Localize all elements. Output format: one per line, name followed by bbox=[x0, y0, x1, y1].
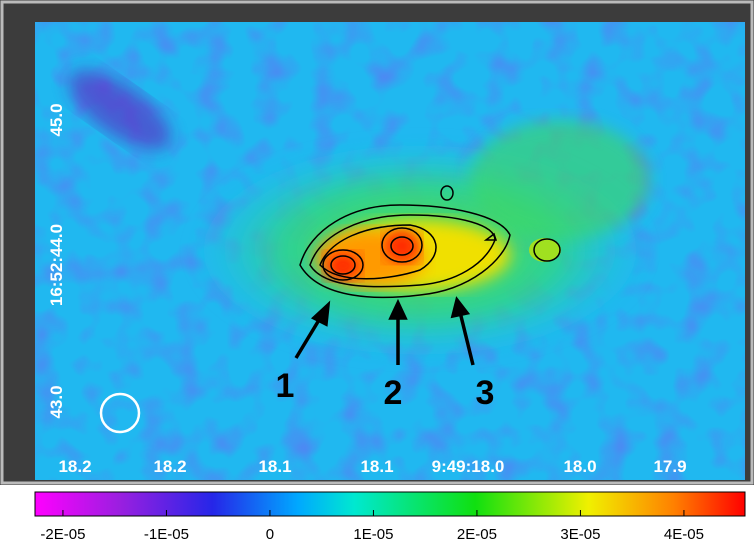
source-label: 1 bbox=[276, 367, 295, 405]
x-axis-label: 17.9 bbox=[653, 457, 686, 476]
colorbar-tick-label: 0 bbox=[266, 526, 274, 543]
y-axis-label: 45.0 bbox=[47, 103, 66, 136]
source-label: 2 bbox=[384, 374, 403, 412]
y-axis-label: 43.0 bbox=[47, 385, 66, 418]
figure: 45.0 16:52:44.0 43.0 18.2 18.2 18.1 18.1 9:49:1… bbox=[0, 0, 754, 557]
x-axis-label: 18.0 bbox=[563, 457, 596, 476]
colorbar-tick-label: 4E-05 bbox=[664, 526, 704, 543]
x-axis-label: 18.1 bbox=[258, 457, 291, 476]
colorbar bbox=[35, 492, 745, 516]
x-axis-label: 18.1 bbox=[360, 457, 393, 476]
colorbar-tick-label: -1E-05 bbox=[144, 526, 189, 543]
colorbar-tick-label: 3E-05 bbox=[560, 526, 600, 543]
x-axis-label: 18.2 bbox=[58, 457, 91, 476]
x-axis-label: 18.2 bbox=[153, 457, 186, 476]
y-axis-label: 16:52:44.0 bbox=[47, 224, 66, 306]
page: 45.0 16:52:44.0 43.0 18.2 18.2 18.1 18.1 9:49:1… bbox=[0, 0, 754, 557]
colorbar-tick-label: 2E-05 bbox=[457, 526, 497, 543]
colorbar-tick-label: -2E-05 bbox=[40, 526, 85, 543]
source-label: 3 bbox=[476, 374, 495, 412]
x-axis-label: 9:49:18.0 bbox=[432, 457, 505, 476]
colorbar-tick-label: 1E-05 bbox=[353, 526, 393, 543]
